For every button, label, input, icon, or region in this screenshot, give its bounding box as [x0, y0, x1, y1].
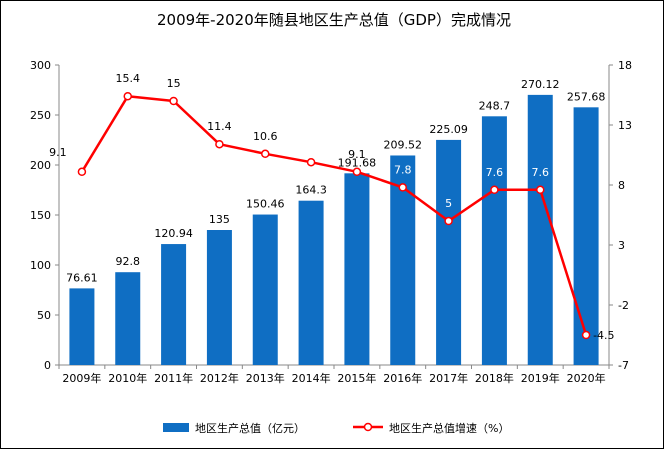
bar-value-label: 270.12: [521, 78, 560, 91]
legend-line-label: 地区生产总值增速（%）: [389, 421, 509, 435]
bar-value-label: 135: [209, 213, 230, 226]
line-value-label: 7.6: [532, 166, 550, 179]
legend-bar-label: 地区生产总值（亿元）: [195, 421, 305, 435]
line-value-label: 9.1: [49, 146, 67, 159]
line-point: [169, 96, 178, 106]
bar-value-label: 92.8: [116, 255, 141, 268]
y-right-tick-label: 13: [618, 119, 632, 132]
line-point: [398, 183, 407, 192]
y-left-tick-label: 100: [30, 259, 51, 272]
y-right-tick-label: -2: [618, 299, 629, 312]
bar-value-label: 225.09: [429, 123, 468, 136]
line-point: [261, 149, 270, 159]
x-tick-label: 2009年: [62, 371, 101, 385]
y-left-tick-label: 250: [30, 109, 51, 122]
y-left-tick-label: 50: [37, 309, 51, 322]
y-left-tick-label: 0: [44, 359, 51, 372]
x-tick-label: 2013年: [246, 371, 285, 385]
line-value-label: 7.6: [486, 166, 504, 179]
bar-value-label: 150.46: [246, 198, 285, 211]
line-value-label: 9.1: [348, 148, 366, 161]
line-point: [215, 139, 224, 149]
line-point: [77, 167, 87, 177]
bar-value-label: 257.68: [567, 90, 606, 103]
x-tick-label: 2016年: [383, 371, 422, 385]
bar-value-label: 209.52: [384, 138, 423, 151]
line-point: [306, 157, 316, 167]
bar: [252, 214, 278, 365]
bar: [527, 94, 553, 365]
x-tick-label: 2018年: [475, 371, 514, 385]
x-tick-label: 2012年: [200, 371, 239, 385]
line-value-label: -4.5: [593, 329, 614, 342]
bar-value-label: 164.3: [295, 184, 327, 197]
y-right-tick-label: 3: [618, 239, 625, 252]
bar-value-label: 120.94: [154, 227, 193, 240]
legend-bar-swatch: [163, 423, 189, 432]
y-left-tick-label: 300: [30, 59, 51, 72]
y-right-tick-label: 18: [618, 59, 632, 72]
line-point: [536, 185, 545, 195]
line-point: [490, 185, 499, 195]
bar: [161, 244, 187, 365]
x-tick-label: 2020年: [567, 371, 606, 385]
bar-value-label: 191.68: [338, 156, 377, 169]
line-point: [352, 167, 362, 177]
line-series: [77, 91, 591, 340]
bar: [481, 116, 507, 365]
bar: [115, 272, 141, 365]
legend-line-marker: [363, 422, 373, 432]
x-tick-label: 2010年: [108, 371, 147, 385]
bar: [344, 173, 370, 365]
bar-value-label: 76.61: [66, 271, 98, 284]
axes: 0 50 100 150 200 250 300 -7 -2 3 8 13 18 2009年 2010年 20…: [30, 59, 632, 385]
line-value-label: 11.4: [207, 120, 232, 133]
line-value-label: 7.8: [394, 163, 412, 176]
bar-series: [69, 94, 599, 365]
legend: 地区生产总值（亿元） 地区生产总值增速（%）: [163, 421, 509, 435]
x-tick-label: 2017年: [429, 371, 468, 385]
bar: [436, 139, 462, 365]
line-point: [123, 91, 132, 101]
bar: [69, 288, 95, 365]
y-right-tick-label: -7: [618, 359, 629, 372]
line-value-label: 15: [167, 77, 181, 90]
y-right-tick-label: 8: [618, 179, 625, 192]
x-tick-label: 2019年: [521, 371, 560, 385]
data-labels: 76.61 92.8 120.94 135 150.46 164.3 191.68 209.5…: [49, 72, 614, 342]
growth-line: [80, 94, 588, 336]
bar-value-label: 248.7: [479, 99, 511, 112]
bar: [298, 200, 324, 365]
line-value-label: 5: [445, 197, 452, 210]
x-tick-label: 2011年: [154, 371, 193, 385]
line-point: [581, 330, 591, 340]
x-tick-label: 2015年: [337, 371, 376, 385]
line-value-label: 10.6: [253, 130, 278, 143]
bar: [206, 230, 232, 365]
x-tick-label: 2014年: [292, 371, 331, 385]
line-point: [444, 216, 453, 226]
y-left-tick-label: 150: [30, 209, 51, 222]
bar: [573, 107, 599, 365]
chart-title: 2009年-2020年随县地区生产总值（GDP）完成情况: [157, 11, 511, 29]
y-left-tick-label: 200: [30, 159, 51, 172]
line-value-label: 15.4: [116, 72, 141, 85]
